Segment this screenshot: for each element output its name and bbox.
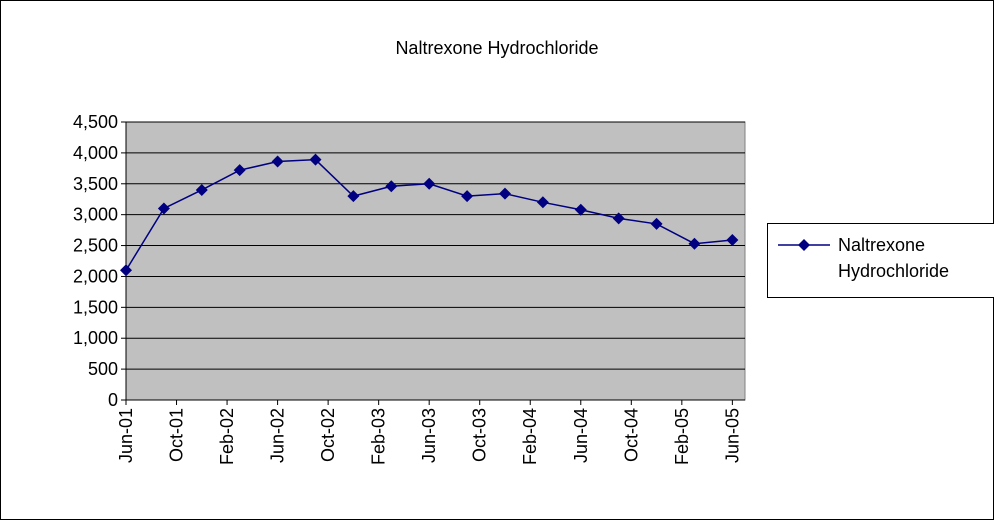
x-tick-label: Oct-03 [470,408,490,462]
y-tick-label: 3,000 [73,205,118,225]
y-tick-label: 4,000 [73,143,118,163]
y-tick-label: 1,500 [73,297,118,317]
marker [385,180,398,193]
legend-box [767,223,994,298]
y-tick-label: 0 [108,390,118,410]
x-tick-label: Jun-04 [571,408,591,463]
legend-marker [798,239,810,251]
marker [688,237,701,250]
marker [347,190,360,203]
x-tick-label: Feb-02 [217,408,237,465]
y-tick-label: 500 [88,359,118,379]
legend-label: Naltrexone Hydrochloride [838,235,949,281]
marker [195,183,208,196]
marker [423,177,436,190]
x-tick-label: Jun-05 [722,408,742,463]
y-tick-label: 3,500 [73,174,118,194]
marker [157,202,170,215]
x-tick-label: Jun-02 [268,408,288,463]
y-tick-label: 4,500 [73,112,118,132]
x-tick-label: Jun-03 [419,408,439,463]
marker [612,212,625,225]
x-tick-label: Feb-04 [520,408,540,465]
marker [309,153,322,166]
y-tick-label: 1,000 [73,328,118,348]
x-tick-label: Oct-02 [318,408,338,462]
x-tick-label: Feb-03 [369,408,389,465]
chart-title: Naltrexone Hydrochloride [395,38,598,58]
marker [498,187,511,200]
marker [120,264,132,277]
marker [461,190,474,203]
marker [726,233,739,246]
x-tick-label: Oct-01 [167,408,187,462]
marker [536,196,549,209]
x-tick-label: Feb-05 [672,408,692,465]
marker [650,217,663,230]
x-tick-label: Jun-01 [116,408,136,463]
y-tick-label: 2,500 [73,236,118,256]
x-tick-label: Oct-04 [621,408,641,462]
marker [574,203,587,216]
plot-area [125,121,746,401]
marker [271,155,284,168]
y-tick-label: 2,000 [73,266,118,286]
marker [233,164,246,177]
